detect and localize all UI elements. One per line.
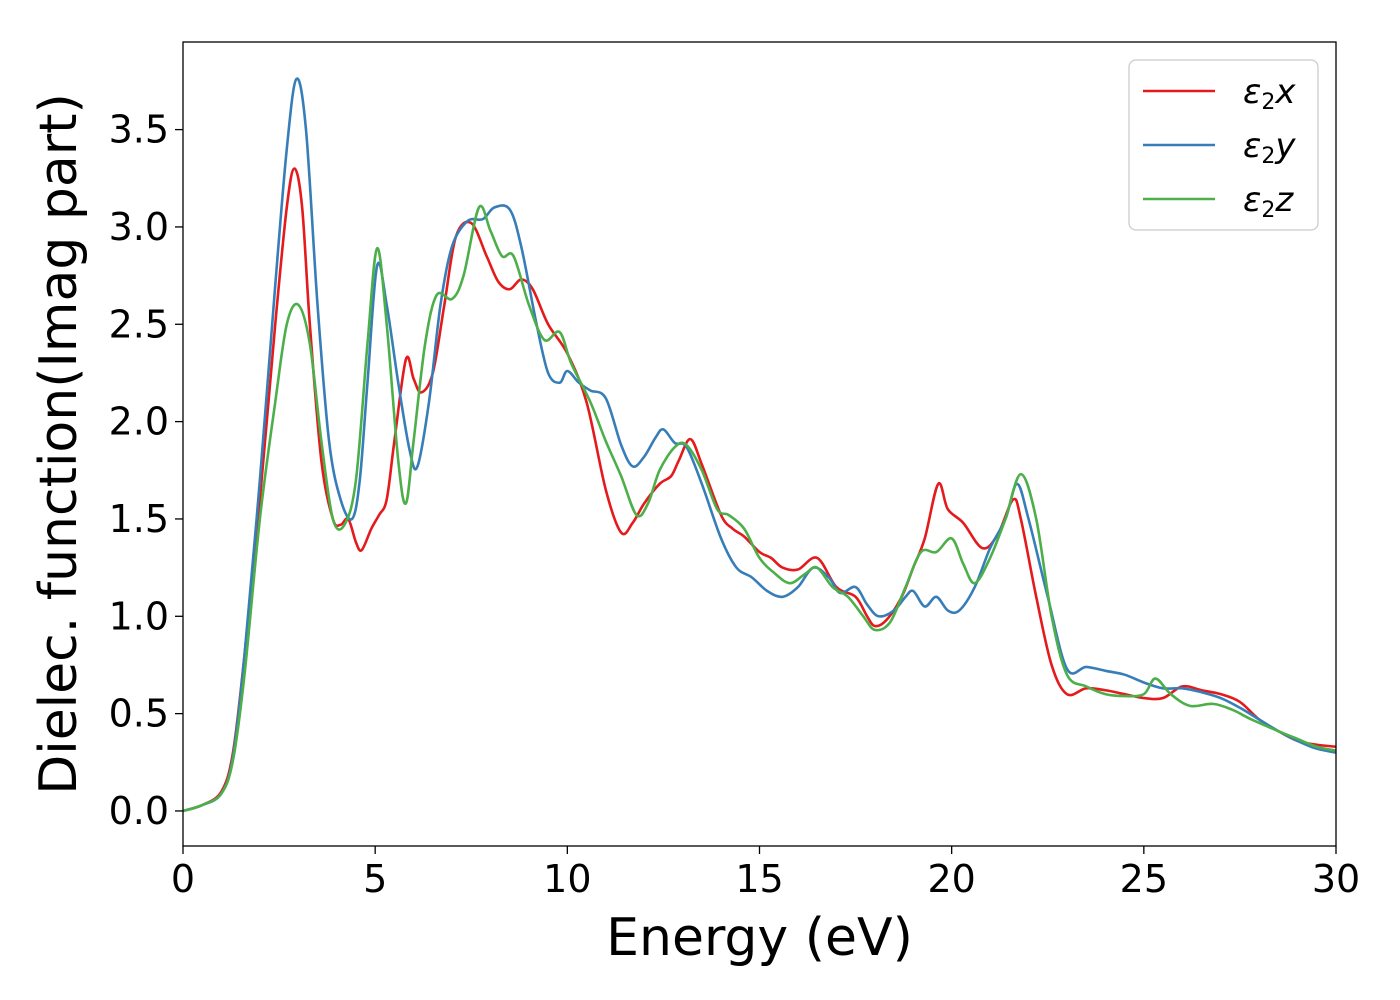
y-tick-label: 3.0	[109, 205, 169, 249]
y-tick-label: 0.0	[109, 789, 169, 833]
y-tick-label: 3.5	[109, 108, 169, 152]
y-tick-label: 2.5	[109, 302, 169, 346]
y-axis-title: Dielec. function(Imag part)	[29, 93, 89, 795]
y-tick-label: 1.0	[109, 594, 169, 638]
x-tick-label: 15	[735, 857, 783, 901]
x-tick-label: 0	[171, 857, 195, 901]
x-tick-label: 25	[1120, 857, 1168, 901]
y-tick-label: 1.5	[109, 497, 169, 541]
x-axis-ticks: 0 5 10 15 20 25 30	[171, 846, 1360, 901]
y-tick-label: 0.5	[109, 692, 169, 736]
legend-items: ε2x ε2y ε2z	[1143, 72, 1296, 223]
y-axis-ticks: 0.0 0.5 1.0 1.5 2.0 2.5 3.0 3.5	[109, 108, 183, 833]
series-line-x	[183, 167, 1336, 813]
x-tick-label: 30	[1312, 857, 1360, 901]
y-tick-label: 2.0	[109, 400, 169, 444]
x-tick-label: 10	[543, 857, 591, 901]
x-tick-label: 20	[927, 857, 975, 901]
legend-label-z: ε2z	[1243, 180, 1294, 223]
series-line-z	[183, 204, 1336, 813]
x-tick-label: 5	[363, 857, 387, 901]
legend-label-x: ε2x	[1243, 72, 1296, 115]
x-axis-title: Energy (eV)	[606, 908, 913, 968]
legend-label-y: ε2y	[1243, 126, 1296, 169]
legend: ε2x ε2y ε2z	[1128, 59, 1319, 231]
legend-box	[1128, 59, 1319, 231]
series-layer	[183, 77, 1336, 813]
